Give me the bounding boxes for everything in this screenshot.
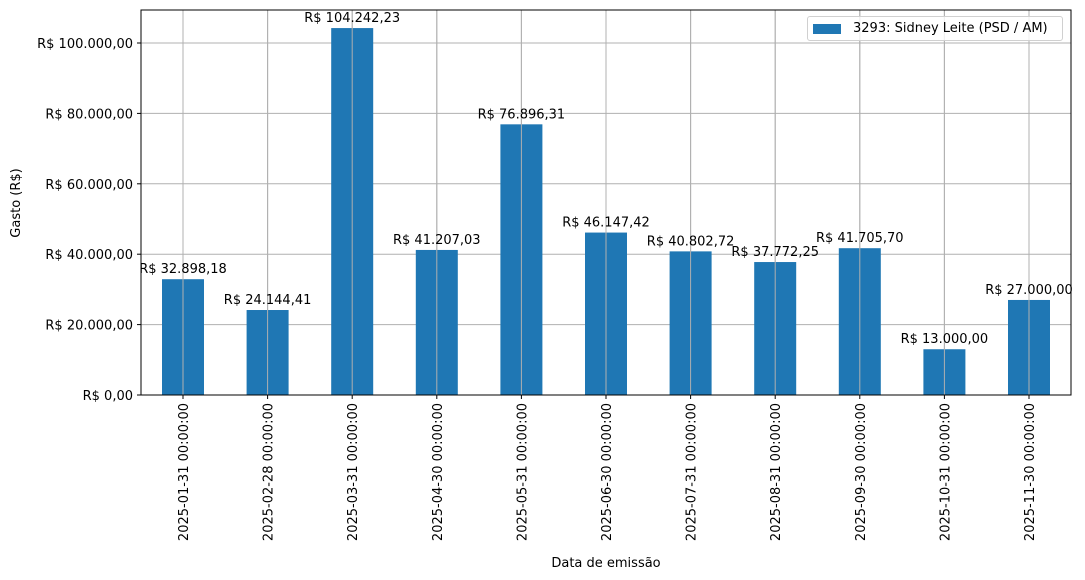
bar-value-label: R$ 46.147,42 [562, 216, 650, 231]
x-tick-label: 2025-11-30 00:00:00 [1023, 403, 1038, 541]
y-tick-label: R$ 100.000,00 [37, 37, 133, 52]
bar-value-label: R$ 40.802,72 [647, 234, 735, 249]
y-tick-label: R$ 60.000,00 [45, 178, 133, 193]
y-tick-label: R$ 20.000,00 [45, 319, 133, 334]
x-tick-label: 2025-08-31 00:00:00 [769, 403, 784, 541]
legend-label: 3293: Sidney Leite (PSD / AM) [853, 21, 1048, 36]
y-tick-label: R$ 80.000,00 [45, 107, 133, 122]
bar-value-label: R$ 41.705,70 [816, 231, 904, 246]
x-tick-label: 2025-02-28 00:00:00 [262, 403, 277, 541]
x-tick-label: 2025-06-30 00:00:00 [600, 403, 615, 541]
x-tick-label: 2025-01-31 00:00:00 [177, 403, 192, 541]
bar-value-label: R$ 76.896,31 [478, 107, 566, 122]
bar-value-label: R$ 24.144,41 [224, 293, 312, 308]
x-tick-label: 2025-09-30 00:00:00 [854, 403, 869, 541]
bar-value-label: R$ 13.000,00 [901, 332, 989, 347]
y-tick-label: R$ 0,00 [83, 389, 133, 404]
legend-swatch [813, 23, 841, 34]
x-axis-ticks: 2025-01-31 00:00:00 2025-02-28 00:00:00 20… [177, 395, 1038, 541]
x-axis-label: Data de emissão [551, 556, 660, 571]
x-gridlines-over-bars [182, 10, 1030, 395]
x-tick-label: 2025-04-30 00:00:00 [431, 403, 446, 541]
legend: 3293: Sidney Leite (PSD / AM) [807, 16, 1063, 41]
y-axis-label: Gasto (R$) [9, 168, 24, 237]
bar-value-label: R$ 27.000,00 [985, 283, 1073, 298]
x-tick-label: 2025-03-31 00:00:00 [346, 403, 361, 541]
bar-value-labels: R$ 32.898,18 R$ 24.144,41 R$ 104.242,23 R$ … [139, 11, 1073, 347]
y-tick-label: R$ 40.000,00 [45, 248, 133, 263]
x-tick-label: 2025-10-31 00:00:00 [938, 403, 953, 541]
x-tick-label: 2025-07-31 00:00:00 [685, 403, 700, 541]
bar-value-label: R$ 32.898,18 [139, 262, 227, 277]
bar-value-label: R$ 41.207,03 [393, 233, 481, 248]
x-tick-label: 2025-05-31 00:00:00 [515, 403, 530, 541]
bar-value-label: R$ 104.242,23 [304, 11, 400, 26]
bar-value-label: R$ 37.772,25 [731, 245, 819, 260]
y-axis-ticks: R$ 0,00 R$ 20.000,00 R$ 40.000,00 R$ 60.000… [37, 37, 141, 404]
